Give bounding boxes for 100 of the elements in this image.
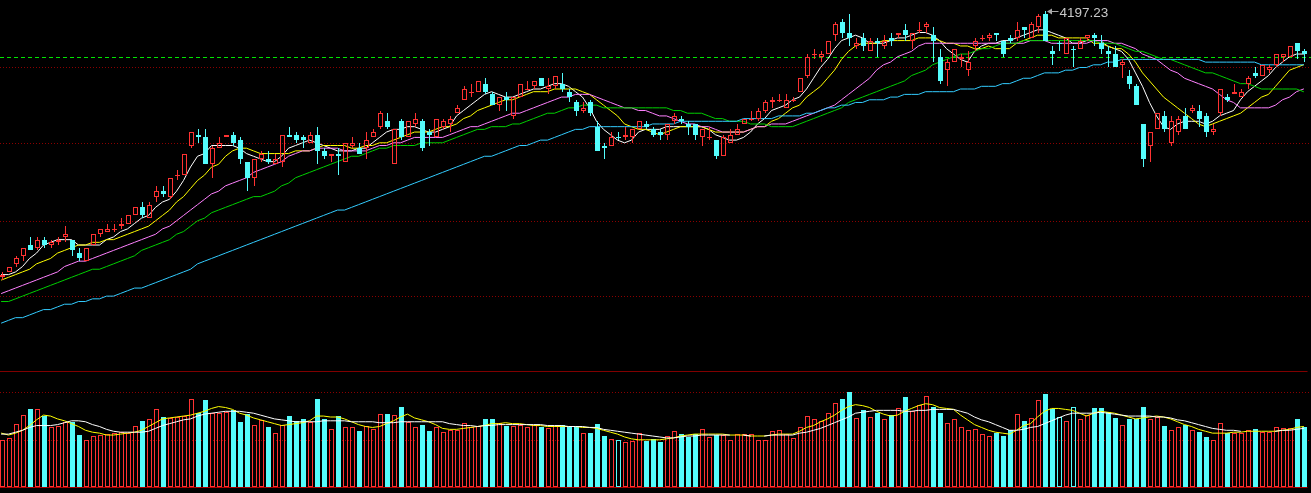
candlestick	[301, 135, 306, 148]
bar	[231, 410, 236, 487]
candlestick	[455, 105, 460, 113]
candlestick	[693, 124, 698, 140]
candlestick	[1253, 67, 1258, 78]
bar	[1001, 436, 1006, 487]
bar	[140, 421, 145, 487]
bar	[1113, 418, 1118, 487]
bar	[1008, 430, 1013, 487]
candlestick	[266, 151, 271, 164]
candlestick	[861, 33, 866, 51]
candlestick	[147, 202, 152, 218]
candlestick	[168, 178, 173, 199]
candlestick	[1001, 41, 1006, 57]
candlestick	[1050, 46, 1055, 65]
candlestick	[868, 38, 873, 51]
bar	[560, 425, 565, 487]
candlestick	[700, 129, 705, 146]
candlestick	[882, 35, 887, 49]
candlestick	[1141, 124, 1146, 167]
bar	[336, 416, 341, 487]
candlestick	[336, 148, 341, 175]
candlestick	[483, 78, 488, 94]
candlestick	[1078, 38, 1083, 49]
candlestick	[259, 151, 264, 162]
candlestick	[42, 237, 47, 248]
candlestick	[1246, 76, 1251, 89]
candlestick	[434, 119, 439, 137]
candlestick	[742, 119, 747, 124]
candlestick	[798, 78, 803, 92]
bar	[1141, 407, 1146, 487]
candlestick	[945, 59, 950, 86]
candlestick	[574, 100, 579, 116]
candlestick	[1043, 11, 1048, 41]
bar	[1295, 419, 1300, 487]
candlestick	[371, 129, 376, 137]
candlestick	[1071, 46, 1076, 67]
candlestick	[630, 129, 635, 143]
candlestick	[196, 129, 201, 143]
bar	[385, 414, 390, 487]
candlestick	[602, 143, 607, 159]
candlestick	[1036, 14, 1041, 33]
candlestick	[966, 51, 971, 76]
candlestick	[28, 237, 33, 250]
candlestick	[189, 132, 194, 148]
bar	[504, 426, 509, 487]
candlestick	[14, 256, 19, 267]
candlestick	[1022, 27, 1027, 38]
candlestick	[1239, 89, 1244, 97]
candlestick	[875, 38, 880, 57]
candlestick	[378, 111, 383, 129]
candlestick	[756, 108, 761, 121]
candlestick	[805, 54, 810, 78]
candlestick	[245, 162, 250, 191]
candlestick	[21, 248, 26, 261]
candlestick	[385, 113, 390, 129]
candlestick	[462, 86, 467, 100]
candlestick	[98, 229, 103, 237]
candlestick	[294, 132, 299, 143]
candlestick	[539, 78, 544, 86]
bar	[420, 425, 425, 487]
candlestick	[903, 24, 908, 41]
candlestick	[161, 186, 166, 197]
bar	[1050, 409, 1055, 487]
candlestick	[273, 154, 278, 164]
candlestick	[1162, 111, 1167, 132]
bar	[539, 427, 544, 487]
candlestick	[609, 132, 614, 146]
bar	[322, 419, 327, 487]
candlestick	[1085, 35, 1090, 41]
bar	[658, 442, 663, 487]
candlestick	[329, 154, 334, 162]
bar	[714, 435, 719, 487]
bar	[644, 441, 649, 487]
bar	[1022, 421, 1027, 487]
candlestick	[231, 132, 236, 146]
bar	[490, 419, 495, 487]
candlestick	[924, 22, 929, 33]
bar	[196, 413, 201, 487]
candlestick	[826, 41, 831, 54]
candlestick	[154, 186, 159, 202]
candlestick	[84, 248, 89, 261]
candlestick	[252, 159, 257, 186]
candlestick	[420, 119, 425, 151]
candlestick	[1155, 113, 1160, 129]
bar	[203, 400, 208, 487]
candlestick	[721, 135, 726, 156]
candlestick	[182, 154, 187, 175]
candlestick	[308, 132, 313, 143]
bar	[1225, 433, 1230, 487]
candlestick	[504, 92, 509, 111]
candlestick	[203, 129, 208, 164]
bar	[1302, 427, 1307, 487]
candlestick	[315, 127, 320, 164]
candlestick	[896, 33, 901, 38]
candlestick	[1288, 46, 1293, 57]
bar	[903, 397, 908, 487]
candlestick	[938, 49, 943, 84]
candlestick	[1148, 132, 1153, 162]
candlestick	[854, 38, 859, 49]
